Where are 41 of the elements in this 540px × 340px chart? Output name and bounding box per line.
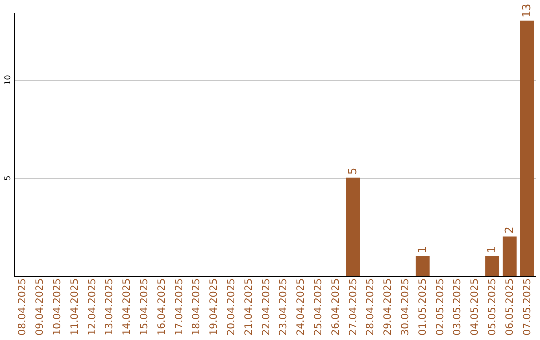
x-tick-label: 13.04.2025 [104, 278, 116, 336]
x-tick-label: 11.04.2025 [70, 278, 81, 336]
x-tick-label: 10.04.2025 [52, 278, 64, 336]
x-tick-label: 01.05.2025 [418, 278, 429, 336]
x-tick-label: 24.04.2025 [296, 278, 308, 336]
x-tick-label: 03.05.2025 [452, 278, 464, 336]
data-label: 5 [346, 168, 360, 175]
x-tick-label: 18.04.2025 [192, 278, 203, 336]
x-tick-label: 07.05.2025 [522, 278, 534, 336]
x-tick-label: 12.04.2025 [87, 278, 98, 336]
x-tick-label: 14.04.2025 [122, 278, 134, 336]
x-tick-label: 04.05.2025 [470, 278, 482, 336]
data-label: 1 [486, 246, 498, 254]
x-tick-label: 28.04.2025 [366, 278, 377, 336]
bar [486, 256, 500, 276]
bar [416, 256, 430, 276]
x-tick-label: 29.04.2025 [383, 278, 394, 336]
data-label: 2 [502, 226, 516, 234]
x-tick-label: 23.04.2025 [278, 278, 290, 336]
x-tick-label: 19.04.2025 [209, 278, 220, 336]
x-tick-label: 20.04.2025 [226, 278, 238, 336]
bar [520, 20, 534, 276]
x-tick-label: 27.04.2025 [348, 278, 360, 336]
x-tick-label: 05.05.2025 [488, 278, 498, 336]
x-tick-label: 16.04.2025 [156, 278, 168, 336]
x-tick-label: 26.04.2025 [330, 278, 342, 336]
x-tick-label: 02.05.2025 [435, 278, 446, 336]
x-tick-label: 22.04.2025 [261, 278, 272, 336]
x-tick-label: 15.04.2025 [140, 278, 150, 336]
x-tick-label: 21.04.2025 [244, 278, 255, 336]
x-tick-label: 17.04.2025 [174, 278, 186, 336]
x-tick-label: 30.04.2025 [400, 278, 412, 336]
x-tick-label: 25.04.2025 [314, 278, 324, 336]
data-label: 13 [520, 4, 534, 18]
x-tick-label: 08.04.2025 [18, 278, 29, 336]
y-tick-label: 10 [4, 75, 12, 86]
x-tick-label: 06.05.2025 [504, 278, 516, 336]
bar [502, 236, 517, 276]
bar [346, 178, 360, 276]
data-label: 1 [416, 246, 429, 254]
x-tick-label: 09.04.2025 [35, 278, 46, 336]
